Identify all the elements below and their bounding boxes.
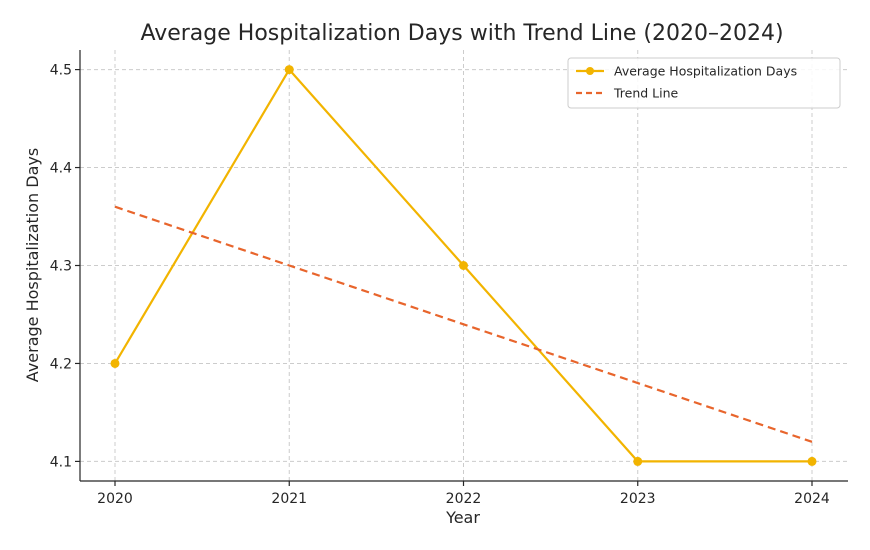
x-tick-label: 2023 bbox=[620, 491, 656, 507]
y-tick-label: 4.2 bbox=[50, 356, 72, 372]
legend-box bbox=[567, 57, 841, 109]
legend: Average Hospitalization Days Trend Line bbox=[567, 57, 841, 109]
y-axis-label: Average Hospitalization Days bbox=[23, 148, 42, 382]
y-tick-label: 4.5 bbox=[50, 63, 72, 79]
legend-label: Trend Line bbox=[613, 86, 679, 101]
x-tick-label: 2024 bbox=[794, 491, 830, 507]
x-axis-label: Year bbox=[445, 508, 480, 527]
y-tick-label: 4.1 bbox=[50, 454, 72, 470]
x-tick-label: 2020 bbox=[97, 491, 133, 507]
x-tick-label: 2022 bbox=[446, 491, 482, 507]
legend-label: Average Hospitalization Days bbox=[614, 64, 797, 79]
plot-area bbox=[110, 65, 817, 466]
y-tick-label: 4.4 bbox=[50, 161, 72, 177]
chart-title: Average Hospitalization Days with Trend … bbox=[140, 21, 783, 46]
legend-marker bbox=[586, 67, 594, 75]
data-point bbox=[459, 261, 468, 270]
trend-line bbox=[114, 205, 813, 443]
y-tick-label: 4.3 bbox=[50, 259, 72, 275]
data-point bbox=[110, 358, 120, 368]
x-tick-label: 2021 bbox=[271, 491, 307, 507]
data-point bbox=[807, 456, 817, 466]
data-point bbox=[284, 65, 294, 75]
axes: 2020 2021 2022 2023 2024 4.1 4.2 4.3 4.4 4.5 bbox=[50, 50, 848, 507]
data-point bbox=[633, 456, 643, 466]
